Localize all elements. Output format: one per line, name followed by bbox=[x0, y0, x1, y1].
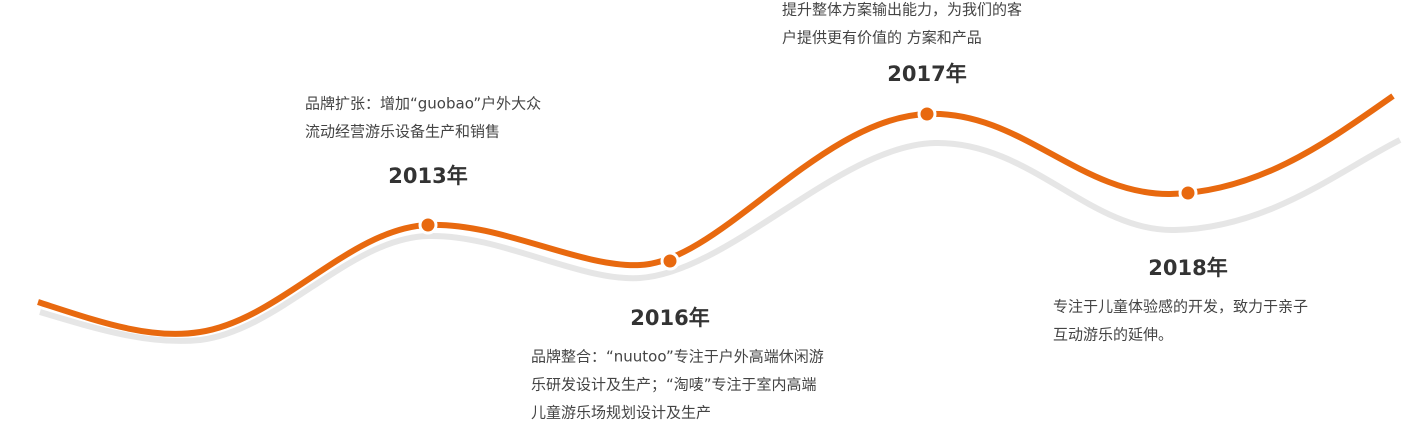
description: 互动游乐的延伸。 bbox=[1053, 326, 1173, 344]
description: 品牌扩张：增加“guobao”户外大众 bbox=[305, 95, 541, 113]
curve-shadow bbox=[39, 137, 1402, 344]
milestone-dot bbox=[660, 251, 680, 271]
milestone-dot bbox=[1178, 183, 1198, 203]
description: 乐研发设计及生产；“淘唛”专注于室内高端 bbox=[531, 376, 817, 394]
milestone-dot bbox=[917, 104, 937, 124]
year: 2016年 bbox=[630, 306, 709, 330]
year: 2018年 bbox=[1148, 256, 1227, 280]
description: 户提供更有价值的 方案和产品 bbox=[782, 29, 982, 47]
description: 专注于儿童体验感的开发，致力于亲子 bbox=[1053, 298, 1308, 316]
year: 2013年 bbox=[388, 164, 467, 188]
year: 2017年 bbox=[887, 62, 966, 86]
description: 儿童游乐场规划设计及生产 bbox=[531, 404, 711, 422]
description: 品牌整合：“nuutoo”专注于户外高端休闲游 bbox=[531, 348, 824, 366]
description: 提升整体方案输出能力，为我们的客 bbox=[782, 1, 1022, 19]
milestone-dot bbox=[418, 215, 438, 235]
description: 流动经营游乐设备生产和销售 bbox=[305, 123, 500, 141]
